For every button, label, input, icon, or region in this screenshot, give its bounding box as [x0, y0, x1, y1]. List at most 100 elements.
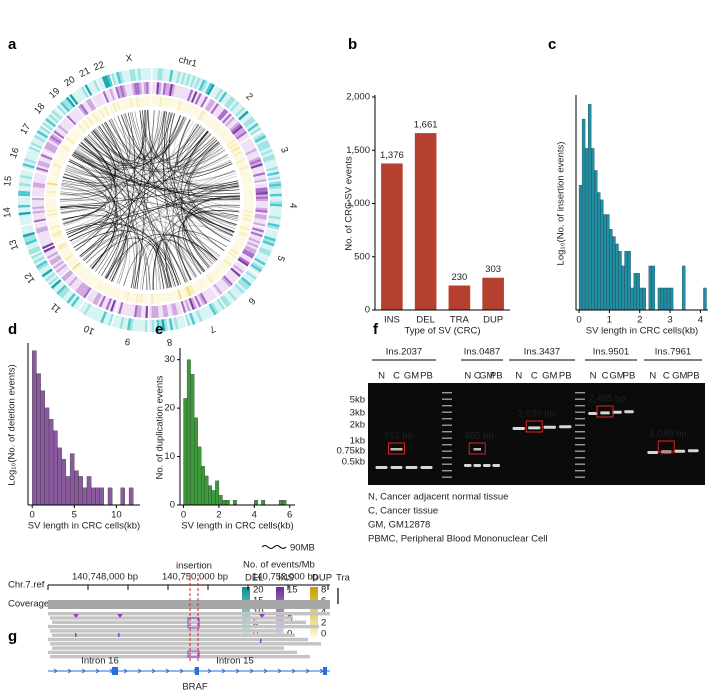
value-label: 230 [451, 272, 467, 283]
track-segment [212, 104, 222, 116]
gene-arrow [95, 668, 100, 674]
track-segment [39, 238, 52, 245]
track-segment [158, 319, 163, 332]
track-segment [62, 119, 73, 130]
legend-title: No. of events/Mb [243, 560, 315, 571]
lane-label: PB [559, 371, 572, 382]
track-segment [219, 278, 230, 289]
chord [64, 170, 117, 271]
scale-tick: 15 [287, 585, 298, 596]
track-segment [140, 96, 144, 107]
track-segment [240, 252, 253, 261]
track-segment [228, 269, 240, 279]
chord [63, 173, 110, 248]
track-segment [166, 83, 171, 96]
histogram-bar [600, 199, 604, 311]
track-segment [101, 296, 108, 309]
track-segment [101, 106, 108, 117]
track-segment [47, 214, 58, 219]
track-segment [204, 82, 213, 95]
track-segment [148, 68, 152, 81]
track-segment [185, 286, 192, 297]
track-segment [63, 251, 73, 260]
gel-note: PBMC, Peripheral Blood Mononuclear Cell [368, 534, 548, 545]
track-segment [242, 179, 253, 184]
track-segment [104, 284, 111, 295]
track-segment [170, 98, 175, 109]
gene-arrow [165, 668, 170, 674]
track-segment [66, 292, 76, 304]
track-segment [269, 196, 282, 199]
track-segment [259, 146, 272, 154]
track-segment [72, 297, 82, 309]
track-segment [200, 278, 208, 288]
track-segment [198, 279, 206, 289]
track-segment [157, 96, 161, 107]
track-segment [227, 140, 237, 149]
track-segment [46, 141, 58, 150]
track-segment [163, 318, 168, 332]
track-segment [73, 127, 83, 136]
lane-group: Ins.3437 [524, 347, 560, 358]
chord [185, 194, 240, 268]
track-segment [97, 281, 105, 291]
chord [60, 210, 131, 287]
track-segment [18, 190, 31, 194]
track-segment [240, 224, 251, 229]
track-segment [51, 133, 63, 142]
track-segment [73, 280, 83, 292]
histogram-bar [40, 390, 45, 506]
gel-band [528, 426, 541, 430]
track-segment [241, 217, 253, 222]
track-segment [58, 267, 70, 277]
track-segment [49, 172, 60, 178]
track-segment [187, 104, 194, 115]
track-segment [52, 280, 64, 292]
track-segment [255, 189, 268, 193]
track-segment [168, 291, 173, 302]
track-segment [146, 96, 149, 107]
bar [448, 285, 471, 310]
chord [69, 159, 118, 272]
histogram-bar [69, 453, 75, 506]
track-segment [180, 72, 187, 85]
histogram-bar [282, 500, 287, 506]
track-segment [217, 264, 226, 273]
chord [109, 119, 233, 237]
chromosome-label: 18 [32, 101, 47, 116]
track-segment [187, 285, 194, 296]
track-segment [35, 225, 48, 232]
chord [101, 123, 168, 289]
track-segment [252, 130, 264, 140]
track-segment [160, 293, 165, 304]
x-tick-label: 4 [252, 510, 257, 521]
track-segment [81, 102, 91, 114]
chromosome-label: 14 [2, 207, 14, 218]
chord [168, 113, 230, 242]
track-segment [255, 194, 268, 197]
track-segment [124, 303, 130, 316]
track-segment [141, 82, 145, 95]
track-segment [268, 180, 281, 185]
ladder-band [575, 450, 585, 452]
track-segment [116, 71, 122, 85]
histogram-bar [91, 487, 96, 506]
track-segment [119, 289, 125, 301]
chord [180, 131, 218, 261]
track-segment [39, 155, 52, 163]
track-segment [131, 318, 136, 332]
track-segment [77, 267, 87, 277]
track-segment [197, 309, 206, 322]
track-segment [166, 97, 171, 108]
histogram-bar [642, 287, 646, 311]
track-segment [77, 123, 87, 133]
track-segment [37, 162, 50, 169]
track-segment [242, 181, 253, 186]
lane-group: Ins.2037 [386, 347, 422, 358]
track-segment [34, 221, 47, 227]
track-segment [264, 233, 277, 240]
track-segment [56, 126, 68, 136]
gene-arrow [179, 668, 184, 674]
track-segment [95, 280, 103, 290]
y-axis-label: Log₁₀(No. of insertion events) [556, 142, 567, 266]
